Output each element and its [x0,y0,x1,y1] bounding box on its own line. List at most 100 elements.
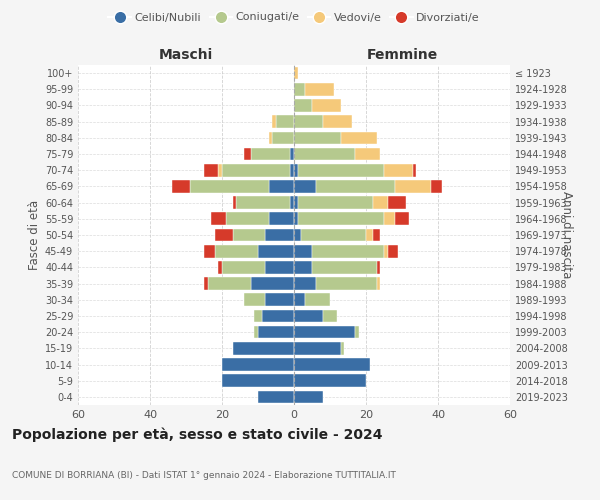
Bar [305,294,330,306]
Bar [222,374,294,387]
Bar [316,278,377,290]
Bar [323,116,352,128]
Bar [204,278,208,290]
Bar [244,148,251,160]
Bar [413,164,416,176]
Bar [301,228,366,241]
Bar [254,310,262,322]
Bar [244,294,265,306]
Bar [294,196,298,209]
Bar [233,342,294,354]
Bar [236,196,290,209]
Bar [294,326,355,338]
Bar [222,358,294,371]
Bar [222,164,290,176]
Bar [355,148,380,160]
Bar [269,212,294,225]
Bar [294,148,355,160]
Bar [290,148,294,160]
Bar [355,326,359,338]
Bar [312,245,384,258]
Bar [305,83,334,96]
Bar [251,148,290,160]
Bar [298,212,384,225]
Bar [294,99,312,112]
Bar [215,245,258,258]
Bar [298,164,384,176]
Bar [384,245,388,258]
Bar [431,180,442,192]
Bar [272,132,294,144]
Bar [294,390,323,403]
Bar [294,278,316,290]
Bar [258,245,294,258]
Y-axis label: Fasce di età: Fasce di età [28,200,41,270]
Bar [258,326,294,338]
Bar [395,212,409,225]
Bar [377,278,380,290]
Text: Popolazione per età, sesso e stato civile - 2024: Popolazione per età, sesso e stato civil… [12,428,383,442]
Bar [294,310,323,322]
Text: Femmine: Femmine [367,48,437,62]
Y-axis label: Anni di nascita: Anni di nascita [560,192,573,278]
Bar [226,212,269,225]
Text: COMUNE DI BORRIANA (BI) - Dati ISTAT 1° gennaio 2024 - Elaborazione TUTTITALIA.I: COMUNE DI BORRIANA (BI) - Dati ISTAT 1° … [12,471,396,480]
Bar [251,278,294,290]
Bar [265,294,294,306]
Bar [294,164,298,176]
Bar [377,261,380,274]
Bar [312,261,377,274]
Bar [265,261,294,274]
Bar [211,212,226,225]
Bar [172,180,190,192]
Bar [190,180,269,192]
Bar [272,116,276,128]
Bar [208,278,251,290]
Bar [233,196,236,209]
Bar [290,196,294,209]
Bar [290,164,294,176]
Legend: Celibi/Nubili, Coniugati/e, Vedovi/e, Divorziati/e: Celibi/Nubili, Coniugati/e, Vedovi/e, Di… [104,8,484,27]
Bar [218,164,222,176]
Bar [294,228,301,241]
Bar [258,390,294,403]
Bar [294,294,305,306]
Bar [373,196,388,209]
Bar [222,261,265,274]
Bar [204,164,218,176]
Bar [384,212,395,225]
Bar [294,261,312,274]
Bar [294,342,341,354]
Bar [254,326,258,338]
Bar [316,180,395,192]
Bar [388,245,398,258]
Bar [218,261,222,274]
Bar [384,164,413,176]
Bar [215,228,233,241]
Bar [341,342,344,354]
Bar [395,180,431,192]
Bar [388,196,406,209]
Bar [294,358,370,371]
Bar [294,132,341,144]
Bar [294,245,312,258]
Bar [294,212,298,225]
Text: Maschi: Maschi [159,48,213,62]
Bar [276,116,294,128]
Bar [294,67,298,80]
Bar [294,180,316,192]
Bar [323,310,337,322]
Bar [294,116,323,128]
Bar [294,374,366,387]
Bar [294,83,305,96]
Bar [262,310,294,322]
Bar [341,132,377,144]
Bar [312,99,341,112]
Bar [269,132,272,144]
Bar [366,228,373,241]
Bar [265,228,294,241]
Bar [233,228,265,241]
Bar [204,245,215,258]
Bar [269,180,294,192]
Bar [298,196,373,209]
